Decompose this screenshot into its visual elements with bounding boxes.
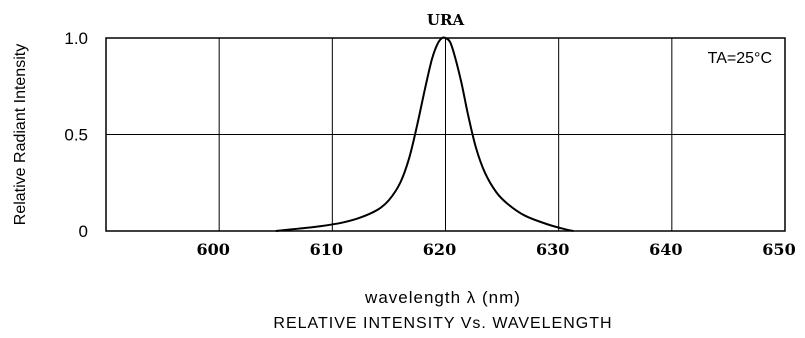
x-tick-label: 650 — [762, 240, 795, 259]
x-tick-labels: 600 610 620 630 640 650 — [196, 240, 795, 259]
series-label: URA — [427, 11, 465, 29]
chart-subtitle: RELATIVE INTENSITY Vs. WAVELENGTH — [273, 315, 612, 332]
x-tick-label: 620 — [423, 240, 456, 259]
series-line — [275, 36, 574, 232]
x-tick-label: 600 — [196, 240, 229, 259]
temperature-annotation: TA=25°C — [708, 50, 772, 67]
x-tick-label: 610 — [310, 240, 343, 259]
y-axis-label: Relative Radiant Intensity — [12, 44, 29, 225]
gridlines — [106, 38, 785, 231]
y-tick-label: 0.5 — [64, 126, 88, 145]
y-tick-label: 1.0 — [64, 29, 88, 48]
plot-area — [105, 36, 786, 232]
series-group — [275, 36, 574, 232]
y-tick-labels: 0 0.5 1.0 — [64, 29, 88, 241]
y-tick-label: 0 — [79, 222, 88, 241]
x-tick-label: 640 — [649, 240, 682, 259]
x-tick-label: 630 — [536, 240, 569, 259]
x-axis-label: wavelength λ (nm) — [364, 288, 521, 307]
